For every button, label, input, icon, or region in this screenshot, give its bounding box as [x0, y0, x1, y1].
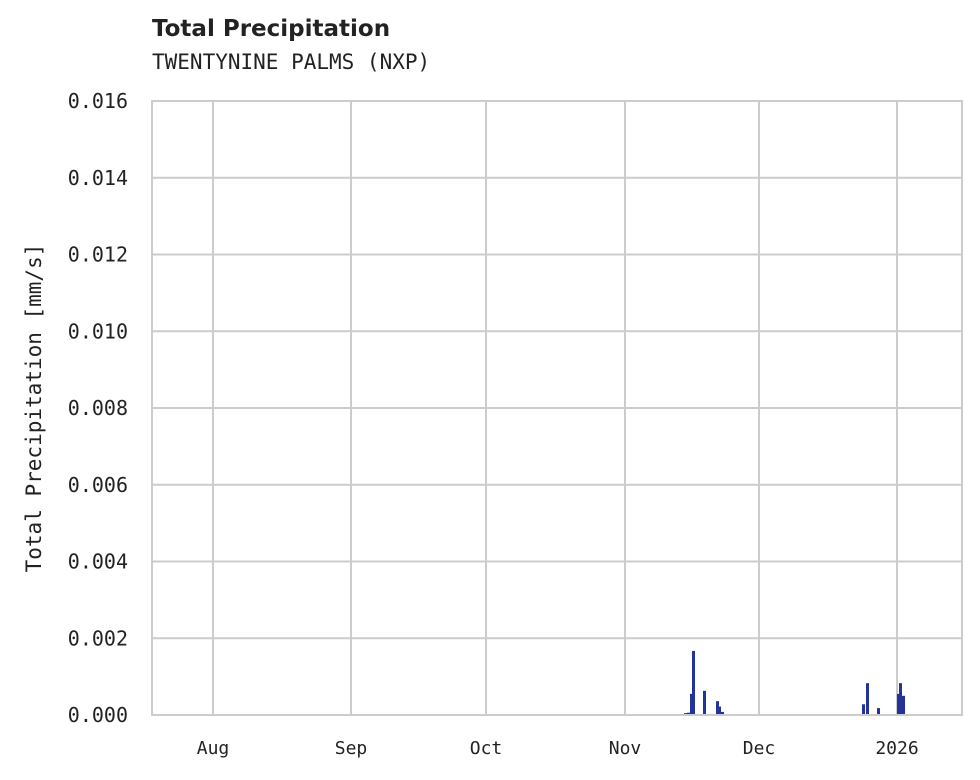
y-tick-label: 0.012	[68, 243, 128, 267]
x-tick-label: Nov	[609, 738, 642, 759]
precip-bar	[899, 683, 902, 715]
precip-bar	[716, 701, 719, 715]
precip-bar	[690, 693, 692, 715]
x-tick-label: Aug	[197, 738, 230, 759]
precip-bar	[721, 711, 724, 715]
y-axis-ticks: 0.000 0.002 0.004 0.006 0.008 0.010 0.012 0.014…	[68, 89, 128, 727]
chart-title: Total Precipitation	[152, 16, 391, 42]
precip-bar	[862, 704, 865, 715]
precip-bar	[897, 693, 899, 715]
y-tick-label: 0.000	[68, 703, 128, 727]
precip-bar	[866, 683, 869, 715]
x-tick-label: Sep	[335, 738, 368, 759]
y-tick-label: 0.002	[68, 626, 128, 650]
plot-frame	[151, 100, 963, 716]
x-axis-ticks: Aug Sep Oct Nov Dec 2026	[197, 738, 919, 759]
y-tick-label: 0.006	[68, 473, 128, 497]
precip-bar	[687, 712, 690, 715]
x-tick-label: Dec	[743, 738, 776, 759]
chart-subtitle: TWENTYNINE PALMS (NXP)	[152, 50, 431, 74]
x-tick-label: 2026	[875, 738, 918, 759]
gridlines	[152, 100, 962, 716]
precip-bar	[902, 695, 905, 715]
x-tick-label: Oct	[470, 738, 503, 759]
precip-bar	[703, 690, 706, 715]
precip-bar	[692, 650, 695, 715]
y-tick-label: 0.016	[68, 89, 128, 113]
y-tick-label: 0.008	[68, 396, 128, 420]
y-tick-label: 0.014	[68, 166, 128, 190]
y-tick-label: 0.010	[68, 319, 128, 343]
precip-bar	[718, 706, 721, 715]
precip-bar	[877, 708, 880, 715]
precipitation-bars	[684, 650, 905, 715]
y-tick-label: 0.004	[68, 550, 128, 574]
